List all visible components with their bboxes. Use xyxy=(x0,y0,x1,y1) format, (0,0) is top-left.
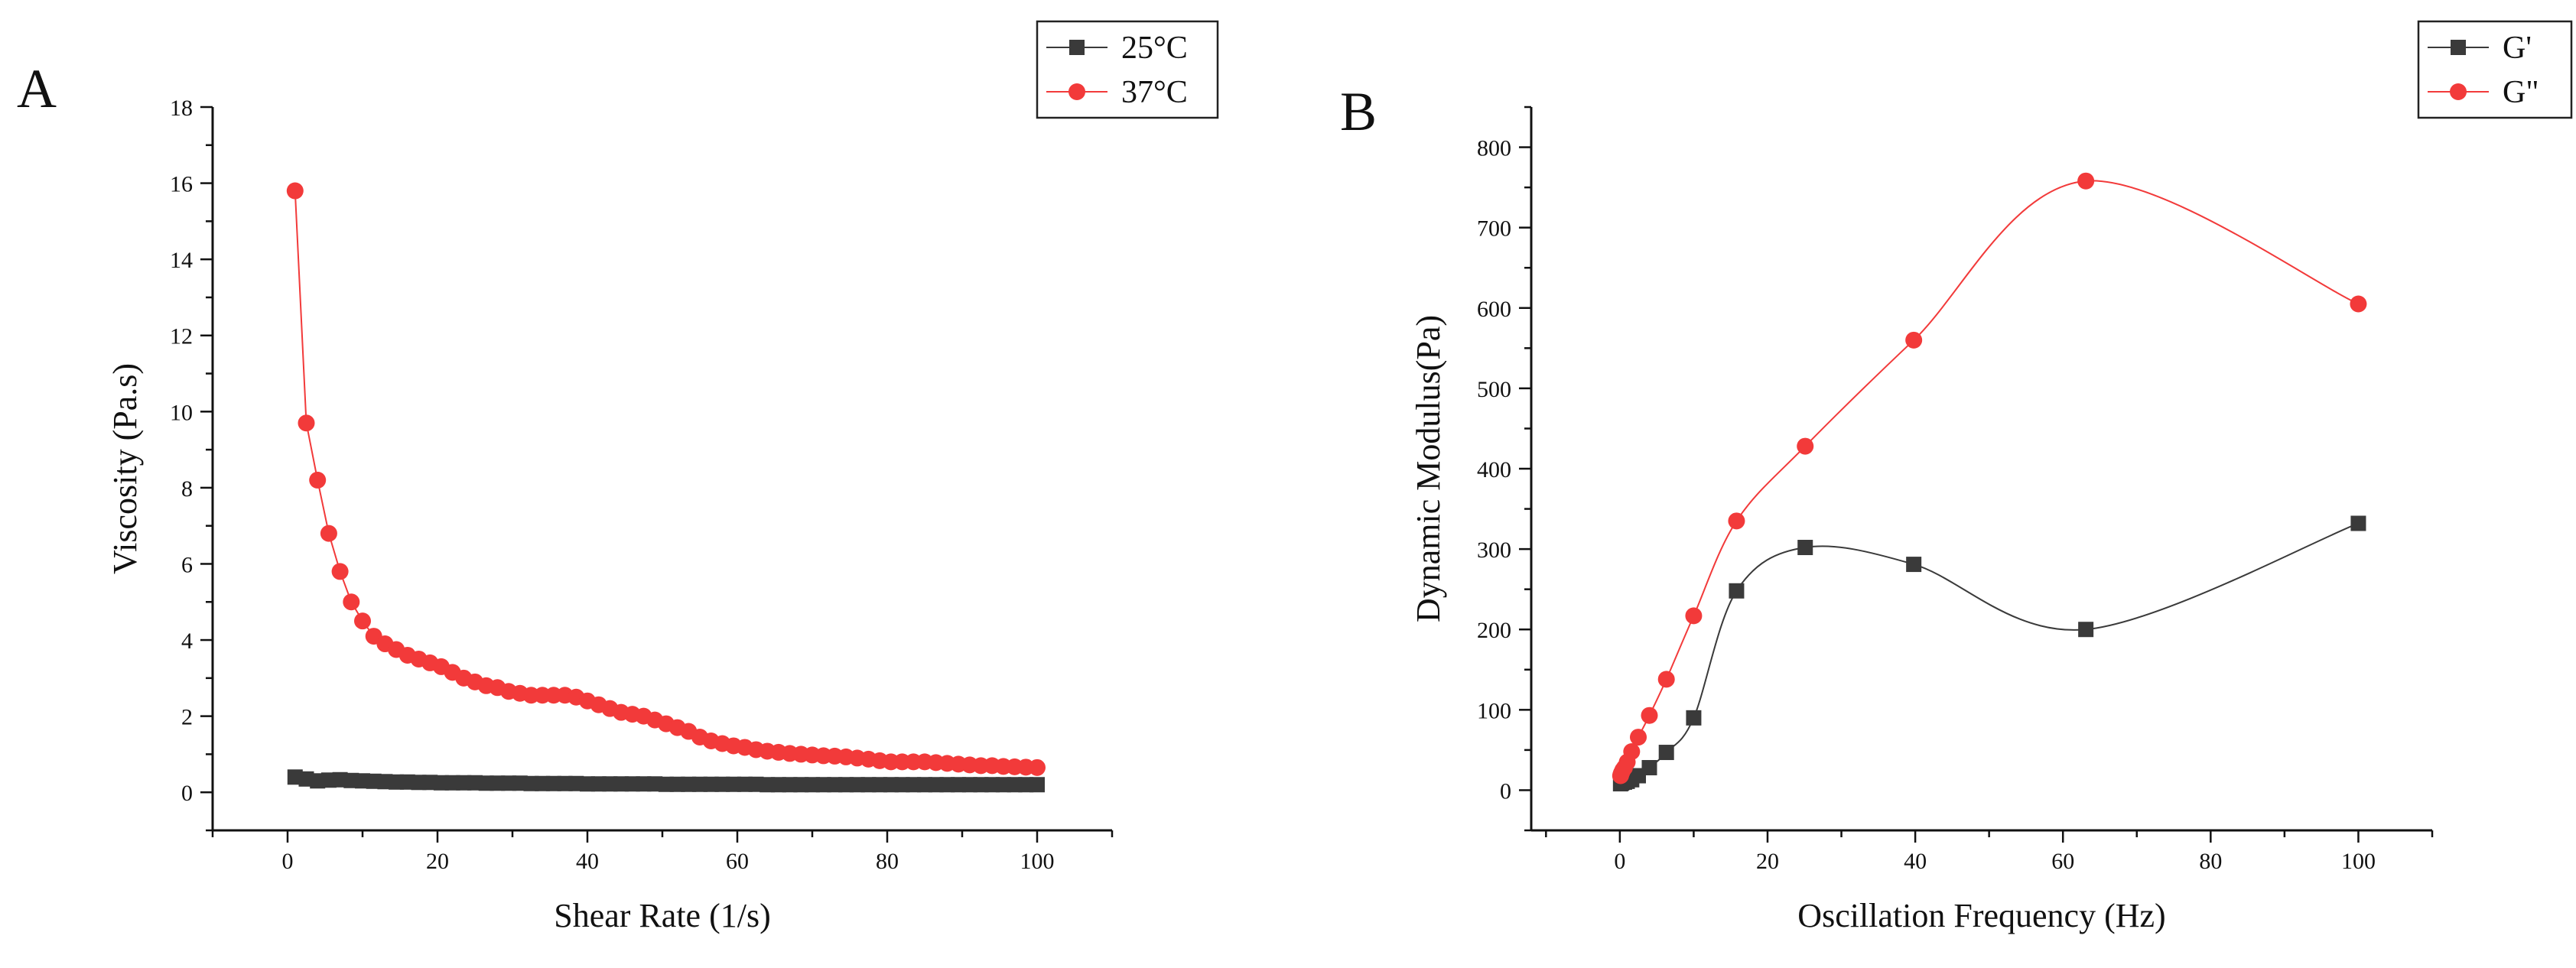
data-point xyxy=(298,414,315,432)
series-a-1 xyxy=(287,769,1045,793)
series-b-1 xyxy=(1612,515,2366,792)
data-point xyxy=(1657,671,1675,688)
x-tick-label: 100 xyxy=(2341,849,2376,874)
data-point xyxy=(354,612,371,630)
y-tick-label: 2 xyxy=(181,705,193,730)
x-tick-label: 60 xyxy=(726,849,749,874)
legend-marker xyxy=(2451,40,2466,55)
y-axis-title: Dynamic Modulus(Pa) xyxy=(1410,315,1447,622)
y-tick-label: 500 xyxy=(1477,377,1511,402)
data-point xyxy=(1641,760,1657,776)
y-tick-label: 600 xyxy=(1477,297,1511,322)
data-point xyxy=(331,563,349,580)
x-axis-title: Shear Rate (1/s) xyxy=(554,897,770,934)
legend-marker xyxy=(2450,83,2467,100)
series-a-2 xyxy=(286,182,1046,776)
y-tick-label: 0 xyxy=(181,781,193,806)
data-point xyxy=(1623,742,1641,760)
data-point xyxy=(343,593,360,611)
data-point xyxy=(1797,540,1813,556)
data-point xyxy=(1729,583,1745,599)
data-point xyxy=(2350,515,2366,531)
y-tick-label: 6 xyxy=(181,552,193,577)
y-axis-title: Viscosity (Pa.s) xyxy=(106,363,144,574)
x-tick-label: 60 xyxy=(2051,849,2074,874)
y-tick-label: 14 xyxy=(170,248,193,273)
legend-label: G' xyxy=(2503,31,2532,66)
y-tick-label: 10 xyxy=(170,400,193,425)
data-point xyxy=(309,471,327,489)
x-tick-label: 40 xyxy=(576,849,599,874)
data-point xyxy=(1905,331,1923,349)
panel-letter-b: B xyxy=(1340,81,1377,142)
y-tick-label: 8 xyxy=(181,476,193,502)
x-axis-title: Oscillation Frequency (Hz) xyxy=(1797,897,2165,934)
data-point xyxy=(1641,707,1658,724)
data-point xyxy=(1686,710,1702,726)
legend-label: 25°C xyxy=(1121,31,1188,66)
legend-box xyxy=(2417,20,2573,119)
y-tick-label: 12 xyxy=(170,324,193,349)
y-tick-label: 16 xyxy=(170,172,193,197)
data-point xyxy=(1906,557,1922,573)
y-tick-label: 400 xyxy=(1477,457,1511,482)
legend-b: G' G" xyxy=(2417,20,2573,119)
x-tick-label: 100 xyxy=(1020,849,1055,874)
data-point xyxy=(1630,729,1647,746)
legend-marker xyxy=(1069,40,1085,55)
x-tick-label: 80 xyxy=(2199,849,2222,874)
x-tick-label: 0 xyxy=(1614,849,1625,874)
panel-letter-a: A xyxy=(17,58,57,119)
legend-marker xyxy=(1068,83,1085,100)
legend-box xyxy=(1036,20,1219,119)
x-tick-label: 20 xyxy=(1756,849,1779,874)
y-tick-label: 4 xyxy=(181,629,193,654)
legend-label: 37°C xyxy=(1121,75,1188,110)
y-tick-label: 300 xyxy=(1477,538,1511,563)
y-tick-label: 18 xyxy=(170,96,193,121)
legend-label: G" xyxy=(2503,75,2539,110)
data-point xyxy=(1029,777,1045,793)
x-tick-label: 20 xyxy=(426,849,449,874)
chart-panel-b: 0 20 40 60 80 100 0 100 200 300 400 500 600 700 800 Osc… xyxy=(1340,20,2573,934)
data-point xyxy=(1029,758,1046,776)
data-point xyxy=(320,525,337,542)
data-point xyxy=(1658,745,1674,761)
x-tick-label: 0 xyxy=(282,849,294,874)
series-line xyxy=(1619,180,2359,776)
chart-panel-a: 0 20 40 60 80 100 0 2 4 6 8 10 12 14 16 18 Shear Rate (1… xyxy=(17,20,1219,934)
y-tick-label: 200 xyxy=(1477,618,1511,643)
series-b-2 xyxy=(1612,172,2367,784)
x-tick-label: 40 xyxy=(1904,849,1927,874)
data-point xyxy=(2350,295,2367,313)
y-tick-label: 100 xyxy=(1477,698,1511,723)
series-line xyxy=(1619,522,2359,784)
data-point xyxy=(1728,512,1745,530)
data-point xyxy=(2077,172,2095,190)
data-point xyxy=(2078,622,2094,638)
y-tick-label: 0 xyxy=(1500,778,1511,804)
y-tick-label: 700 xyxy=(1477,216,1511,242)
series-line xyxy=(294,190,1038,768)
y-tick-label: 800 xyxy=(1477,136,1511,161)
data-point xyxy=(1797,437,1814,455)
data-point xyxy=(1685,607,1703,625)
legend-a: 25°C 37°C xyxy=(1036,20,1219,119)
data-point xyxy=(286,182,304,200)
x-tick-label: 80 xyxy=(876,849,899,874)
